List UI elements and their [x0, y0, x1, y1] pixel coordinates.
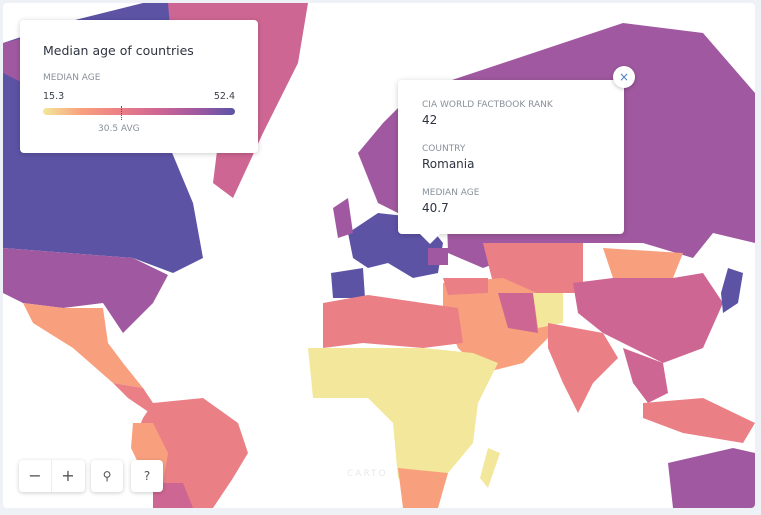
help-icon: ? [143, 469, 151, 483]
country-value: Romania [422, 157, 475, 171]
legend-min: 15.3 [43, 91, 65, 102]
country-india[interactable] [548, 323, 618, 413]
country-mexico[interactable] [23, 303, 143, 388]
legend-avg-marker [121, 106, 122, 120]
region-north-africa[interactable] [323, 295, 463, 348]
country-label: COUNTRY [422, 144, 466, 154]
country-turkey[interactable] [443, 278, 488, 295]
zoom-controls: − + [19, 460, 85, 492]
help-button[interactable]: ? [131, 460, 163, 492]
zoom-in-button[interactable]: + [61, 466, 75, 485]
close-icon[interactable]: × [613, 66, 635, 88]
country-japan[interactable] [721, 268, 743, 313]
country-madagascar[interactable] [480, 448, 500, 488]
country-romania[interactable] [428, 248, 448, 265]
country-afghanistan[interactable] [533, 293, 563, 328]
rank-value: 42 [422, 113, 438, 127]
rank-label: CIA WORLD FACTBOOK RANK [422, 100, 553, 110]
search-button[interactable]: ⚲ [91, 460, 123, 492]
legend-subtitle: MEDIAN AGE [43, 73, 101, 83]
country-argentina-chile[interactable] [153, 483, 193, 508]
country-usa[interactable] [3, 248, 168, 333]
country-uk[interactable] [333, 198, 353, 238]
country-southern-africa[interactable] [398, 468, 448, 508]
country-popup: CIA WORLD FACTBOOK RANK 42 COUNTRY Roman… [398, 80, 624, 244]
legend-title: Median age of countries [43, 43, 194, 58]
attribution: CARTO [347, 469, 388, 479]
region-indonesia[interactable] [643, 398, 755, 443]
region-sub-saharan-africa[interactable] [308, 348, 498, 498]
age-value: 40.7 [422, 201, 449, 215]
legend-panel: Median age of countries MEDIAN AGE 15.3 … [20, 20, 258, 153]
age-label: MEDIAN AGE [422, 188, 480, 198]
legend-max: 52.4 [213, 91, 235, 102]
country-iberia[interactable] [331, 268, 365, 298]
country-iran[interactable] [498, 293, 538, 333]
search-icon: ⚲ [102, 469, 112, 483]
legend-gradient-bar [43, 108, 235, 115]
country-china[interactable] [573, 273, 723, 363]
zoom-out-button[interactable]: − [19, 460, 52, 492]
country-australia[interactable] [668, 448, 755, 508]
region-southeast-asia[interactable] [623, 348, 668, 403]
legend-avg: 30.5 AVG [98, 124, 140, 134]
country-mongolia[interactable] [603, 248, 683, 278]
